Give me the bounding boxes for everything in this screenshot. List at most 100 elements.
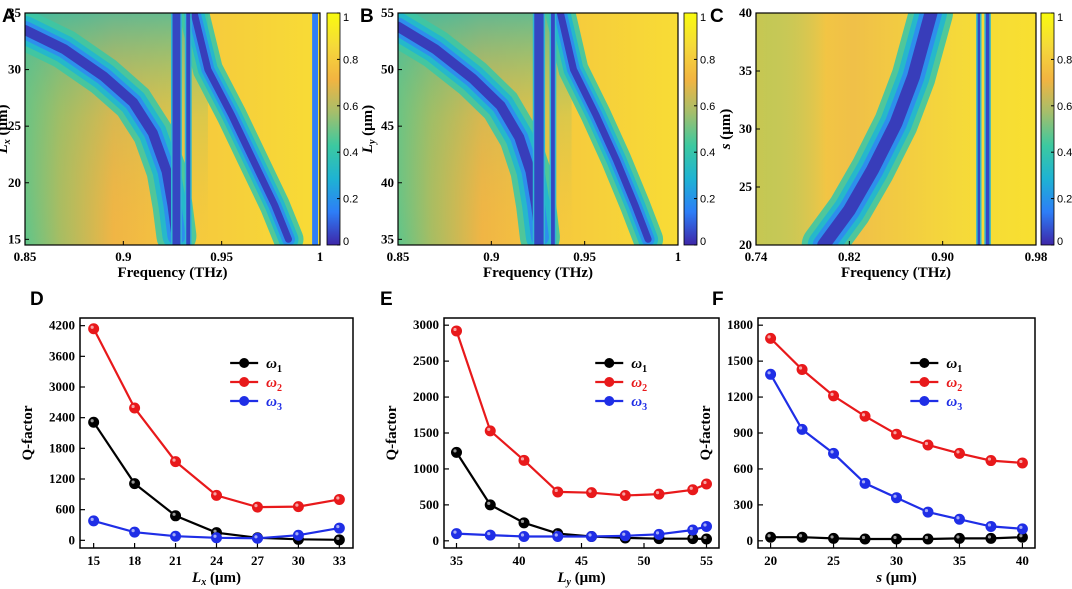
data-point-highlight <box>689 486 693 490</box>
x-tick-label: 0.85 <box>14 249 37 264</box>
data-point-highlight <box>520 519 525 523</box>
legend-marker <box>239 396 250 406</box>
data-point <box>922 439 934 451</box>
legend-entry-2: ω2 <box>910 375 962 394</box>
data-point <box>552 486 564 498</box>
y-tick-label: 900 <box>734 425 754 440</box>
legend-symbol: ω <box>631 375 642 391</box>
data-point <box>796 423 808 435</box>
data-point <box>451 325 462 337</box>
x-tick-label: 33 <box>333 553 347 568</box>
legend-entry-2: ω2 <box>595 375 647 394</box>
y-tick-label: 2500 <box>413 353 439 368</box>
data-point-highlight <box>520 457 525 461</box>
line-panel-e: 35 40 45 50 55 0 500 1000 1500 2000 2500 3000 Ly (μm… <box>384 317 720 588</box>
y-axis-label: Q-factor <box>698 405 714 460</box>
y-tick-label: 20 <box>739 237 752 252</box>
legend-marker <box>604 358 615 368</box>
x-axis-label: Ly (μm) <box>556 570 605 588</box>
legend-entry-3: ω3 <box>910 394 962 413</box>
data-point <box>251 532 263 544</box>
x-tick-label: 20 <box>764 553 777 568</box>
y-axis-label-var: L <box>360 144 376 154</box>
y-tick-label: 600 <box>56 502 76 517</box>
data-point-highlight <box>987 457 992 461</box>
data-point <box>985 520 997 532</box>
y-tick-label: 0 <box>69 532 76 547</box>
data-point-highlight <box>336 536 340 540</box>
y-tick-label: 1500 <box>413 425 439 440</box>
legend-symbol: ω <box>631 356 642 372</box>
data-point-highlight <box>798 366 803 370</box>
data-point <box>451 446 462 458</box>
legend-label: ω2 <box>631 375 647 394</box>
colorbar-c: 0 0.2 0.4 0.6 0.8 1 <box>1040 12 1072 248</box>
data-point-highlight <box>703 535 707 540</box>
legend-subscript: 2 <box>957 383 962 394</box>
data-point <box>518 531 530 542</box>
data-point <box>765 332 777 344</box>
x-tick-label: 0.98 <box>1025 249 1048 264</box>
x-tick-label: 30 <box>292 553 305 568</box>
x-axis-label-sub: y <box>565 577 571 588</box>
edge-resonance <box>312 13 319 245</box>
narrow-resonance-core <box>977 13 980 245</box>
data-point-highlight <box>554 533 558 537</box>
narrow-resonance-core <box>186 13 191 245</box>
heatmap-image <box>25 13 320 245</box>
data-point-highlight <box>987 535 992 539</box>
y-tick-label: 1200 <box>49 471 75 486</box>
line-panel-d: 15 18 21 24 27 30 3306001200180024003000360042… <box>20 317 354 588</box>
legend-marker <box>604 396 615 406</box>
legend-label: ω2 <box>266 375 282 394</box>
y-tick-label: 4200 <box>49 318 75 333</box>
data-point-highlight <box>1019 459 1023 464</box>
heatmap-image <box>756 13 1036 245</box>
colorbar-tick-label: 1 <box>343 12 349 24</box>
y-axis-label: Q-factor <box>20 405 36 460</box>
colorbar-tick-label: 0.4 <box>1057 147 1072 159</box>
colorbar-tick-label: 0.4 <box>700 147 715 159</box>
x-axis-label-unit: (μm) <box>206 570 241 586</box>
x-tick-label: 40 <box>513 553 526 568</box>
legend-marker <box>919 358 930 368</box>
data-point-highlight <box>336 524 340 529</box>
data-point-highlight <box>655 531 660 535</box>
data-point <box>586 487 597 499</box>
y-axis-label-unit: (μm) <box>718 109 734 144</box>
data-point <box>796 531 808 543</box>
line-panel-f: 20 25 30 35 40 0 300 600 900 1200 1500 1800 s (μm) Q-… <box>698 317 1036 586</box>
data-point-highlight <box>131 404 135 409</box>
x-tick-label: 27 <box>251 553 265 568</box>
y-tick-label: 35 <box>8 5 22 20</box>
legend-symbol: ω <box>266 394 277 410</box>
y-tick-label: 30 <box>8 62 21 77</box>
data-point <box>953 447 965 459</box>
data-point <box>518 454 530 466</box>
y-tick-label: 45 <box>381 118 395 133</box>
data-point <box>292 529 304 541</box>
narrow-resonance-core <box>985 13 990 245</box>
data-point <box>129 526 141 538</box>
y-tick-label: 3600 <box>49 348 75 363</box>
x-tick-label: 35 <box>953 553 967 568</box>
data-point <box>985 532 997 544</box>
series-3 <box>451 520 712 542</box>
data-point <box>922 506 934 518</box>
x-tick-label: 21 <box>169 553 182 568</box>
colorbar-tick-label: 0.8 <box>1057 54 1072 66</box>
y-tick-label: 0 <box>747 533 754 548</box>
y-axis-label: Q-factor <box>384 405 400 460</box>
narrow-resonance-core <box>172 13 181 245</box>
data-point <box>292 501 304 513</box>
colorbar-b: 0 0.2 0.4 0.6 0.8 1 <box>683 12 715 248</box>
x-tick-label: 0.74 <box>745 249 768 264</box>
data-point-highlight <box>893 535 897 540</box>
y-axis-label-sub: x <box>2 139 13 145</box>
colorbar-tick-label: 0.8 <box>343 54 358 66</box>
data-point-highlight <box>689 535 693 539</box>
x-tick-label: 0.9 <box>115 249 132 264</box>
data-point-highlight <box>554 488 558 493</box>
series-2 <box>765 332 1028 469</box>
legend-label: ω3 <box>631 394 647 413</box>
